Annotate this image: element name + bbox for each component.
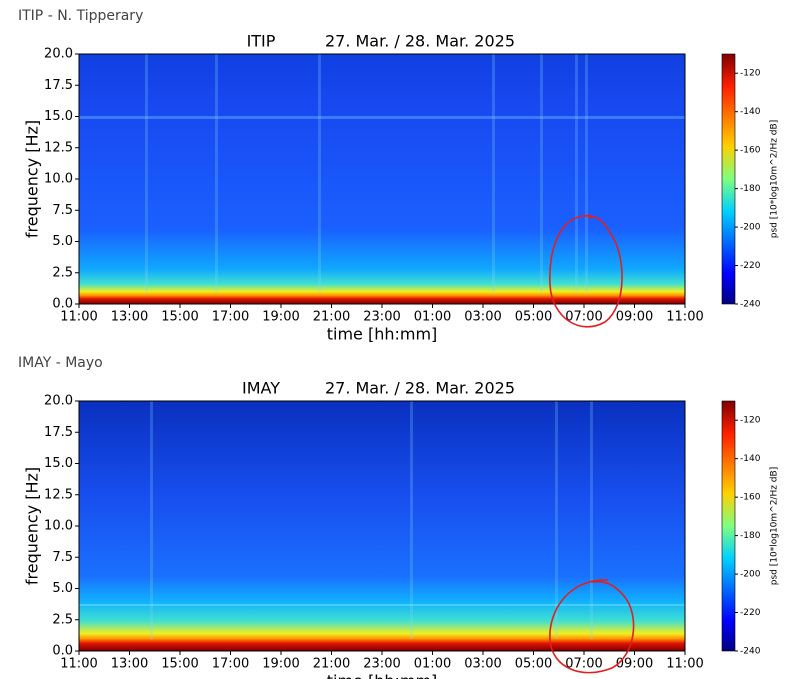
colorbar-label: psd [10*log10m^2/Hz dB] [770, 120, 780, 238]
x-tick-label: 23:00 [363, 657, 400, 672]
y-tick-label: 5.0 [52, 234, 73, 249]
y-tick-label: 0.0 [52, 297, 73, 312]
x-tick-label: 17:00 [212, 310, 249, 325]
colorbar-tick-label: -160 [740, 493, 761, 503]
colorbar [721, 400, 736, 652]
y-tick-label: 2.5 [52, 612, 73, 627]
spectrogram-image [79, 401, 685, 651]
x-tick-label: 19:00 [262, 657, 299, 672]
colorbar-tick-label: -120 [740, 416, 761, 426]
y-tick-label: 20.0 [44, 47, 73, 62]
x-tick-label: 07:00 [565, 310, 602, 325]
x-tick-label: 01:00 [414, 310, 451, 325]
x-tick-label: 03:00 [464, 310, 501, 325]
x-axis-label: time [hh:mm] [327, 325, 438, 344]
y-tick-label: 12.5 [44, 487, 73, 502]
chart-title: ITIP [247, 32, 276, 51]
hand-circle [549, 215, 623, 328]
x-tick-label: 11:00 [60, 657, 97, 672]
colorbar-tick-label: -120 [740, 69, 761, 79]
x-tick-label: 03:00 [464, 657, 501, 672]
x-tick-label: 15:00 [161, 310, 198, 325]
streak [150, 401, 153, 639]
x-tick-label: 11:00 [666, 310, 703, 325]
x-tick-label: 15:00 [161, 657, 198, 672]
streak [585, 54, 588, 292]
streak [555, 401, 558, 639]
section-heading: IMAY - Mayo [18, 355, 103, 371]
y-tick-label: 17.5 [44, 78, 73, 93]
x-tick-label: 07:00 [565, 657, 602, 672]
y-tick-label: 10.0 [44, 519, 73, 534]
streak [575, 54, 578, 292]
x-tick-label: 23:00 [363, 310, 400, 325]
streak [318, 54, 321, 292]
colorbar-tick-label: -240 [740, 300, 761, 310]
x-tick-label: 11:00 [666, 657, 703, 672]
x-tick-label: 19:00 [262, 310, 299, 325]
x-tick-label: 05:00 [515, 310, 552, 325]
streak [540, 54, 543, 292]
chart-subtitle: 27. Mar. / 28. Mar. 2025 [325, 379, 515, 398]
y-tick-label: 20.0 [44, 394, 73, 409]
y-tick-label: 0.0 [52, 644, 73, 659]
x-tick-label: 13:00 [111, 657, 148, 672]
hand-circle [549, 579, 635, 674]
colorbar-tick-label: -200 [740, 223, 761, 233]
colorbar-tick-label: -140 [740, 454, 761, 464]
y-axis-label: frequency [Hz] [23, 120, 42, 238]
colorbar-tick-label: -180 [740, 184, 761, 194]
x-tick-label: 09:00 [616, 657, 653, 672]
y-tick-label: 17.5 [44, 425, 73, 440]
colorbar-tick-label: -200 [740, 570, 761, 580]
colorbar-tick-label: -180 [740, 531, 761, 541]
colorbar-tick-label: -160 [740, 146, 761, 156]
y-axis-label: frequency [Hz] [23, 467, 42, 585]
colorbar-label: psd [10*log10m^2/Hz dB] [770, 467, 780, 585]
section-heading: ITIP - N. Tipperary [18, 8, 143, 24]
x-tick-label: 21:00 [313, 310, 350, 325]
y-tick-label: 5.0 [52, 581, 73, 596]
y-tick-label: 12.5 [44, 140, 73, 155]
x-tick-label: 01:00 [414, 657, 451, 672]
x-tick-label: 09:00 [616, 310, 653, 325]
streak [145, 54, 148, 292]
chart-subtitle: 27. Mar. / 28. Mar. 2025 [325, 32, 515, 51]
x-axis-label: time [hh:mm] [327, 672, 438, 679]
y-tick-label: 15.0 [44, 109, 73, 124]
streak [492, 54, 495, 292]
x-tick-label: 05:00 [515, 657, 552, 672]
y-tick-label: 7.5 [52, 550, 73, 565]
streak [215, 54, 218, 292]
band [79, 116, 685, 119]
spectrogram-image [79, 54, 685, 304]
y-tick-label: 15.0 [44, 456, 73, 471]
y-tick-label: 7.5 [52, 203, 73, 218]
y-tick-label: 10.0 [44, 172, 73, 187]
streak [410, 401, 413, 639]
colorbar-tick-label: -140 [740, 107, 761, 117]
colorbar [721, 53, 736, 305]
y-tick-label: 2.5 [52, 265, 73, 280]
x-tick-label: 13:00 [111, 310, 148, 325]
colorbar-tick-label: -240 [740, 647, 761, 657]
band [79, 604, 685, 606]
x-tick-label: 17:00 [212, 657, 249, 672]
colorbar-tick-label: -220 [740, 261, 761, 271]
colorbar-tick-label: -220 [740, 608, 761, 618]
x-tick-label: 11:00 [60, 310, 97, 325]
x-tick-label: 21:00 [313, 657, 350, 672]
streak [590, 401, 593, 639]
chart-title: IMAY [242, 379, 280, 398]
